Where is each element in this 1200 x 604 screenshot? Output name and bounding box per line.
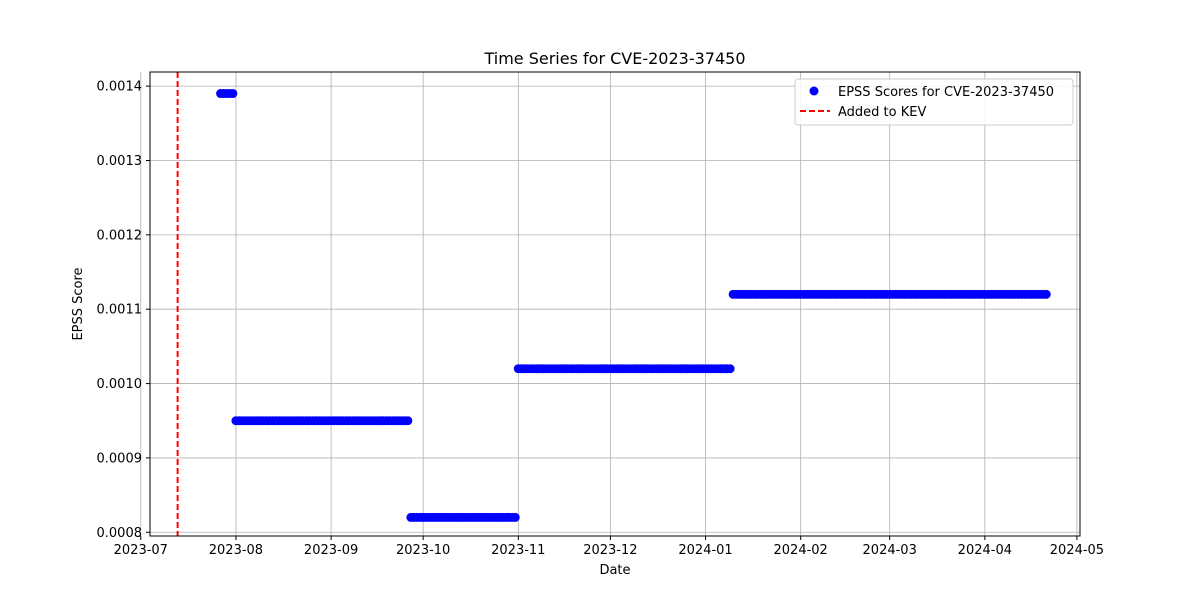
grid-lines	[140, 72, 1080, 536]
y-tick-label: 0.0008	[97, 526, 143, 541]
epss-point	[228, 89, 238, 99]
data-points	[216, 89, 1051, 522]
x-axis-label: Date	[599, 563, 630, 578]
legend-label-epss: EPSS Scores for CVE-2023-37450	[838, 85, 1054, 100]
x-tick-label: 2024-02	[774, 543, 828, 558]
y-tick-label: 0.0011	[97, 303, 143, 318]
x-tick-label: 2024-03	[863, 543, 917, 558]
legend-label-kev: Added to KEV	[838, 105, 926, 120]
legend-marker-epss	[809, 86, 819, 96]
y-tick-label: 0.0010	[97, 377, 143, 392]
axes: 2023-07 2023-08 2023-09 2023-10 2023-11 2023-…	[97, 80, 1105, 558]
legend-box	[794, 78, 1074, 126]
epss-point	[725, 364, 735, 374]
x-tick-label: 2023-12	[583, 543, 637, 558]
x-tick-label: 2024-05	[1050, 543, 1104, 558]
y-tick-label: 0.0014	[97, 80, 143, 95]
y-axis-label: EPSS Score	[71, 267, 86, 340]
legend: EPSS Scores for CVE-2023-37450 Added to …	[794, 78, 1074, 126]
epss-point	[510, 512, 520, 522]
x-tick-label: 2024-01	[678, 543, 732, 558]
epss-point	[1041, 289, 1051, 299]
y-tick-label: 0.0013	[97, 154, 143, 169]
y-tick-label: 0.0009	[97, 451, 143, 466]
x-tick-label: 2023-08	[209, 543, 263, 558]
x-tick-label: 2023-09	[304, 543, 358, 558]
y-tick-label: 0.0012	[97, 228, 143, 243]
x-tick-label: 2023-07	[114, 543, 168, 558]
chart-title: Time Series for CVE-2023-37450	[483, 49, 745, 68]
x-tick-label: 2023-10	[396, 543, 450, 558]
epss-point	[403, 416, 413, 426]
x-tick-label: 2023-11	[491, 543, 545, 558]
plot-area-frame	[149, 71, 1081, 537]
x-tick-label: 2024-04	[958, 543, 1012, 558]
